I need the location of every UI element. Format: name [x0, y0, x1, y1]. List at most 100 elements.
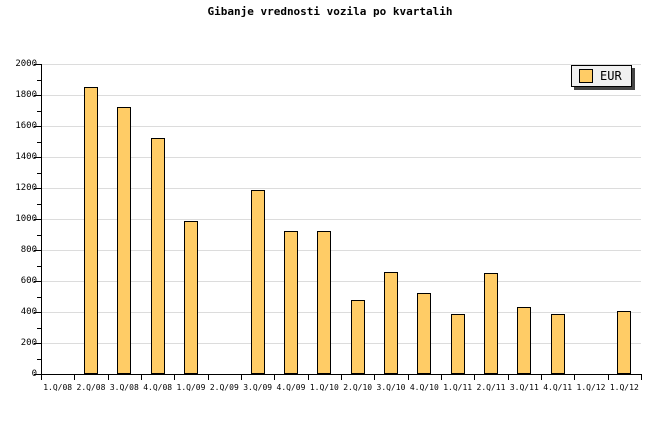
x-tick-label: 3.Q/09 — [243, 383, 273, 392]
x-tick-label: 3.Q/08 — [109, 383, 139, 392]
y-tick-label: 800 — [20, 245, 37, 255]
x-tick-label: 1.Q/12 — [576, 383, 606, 392]
bar — [250, 189, 265, 374]
x-tick-label: 1.Q/12 — [609, 383, 639, 392]
x-tick-label: 1.Q/09 — [176, 383, 206, 392]
bar — [84, 87, 98, 374]
y-tick — [34, 219, 41, 220]
x-tick — [307, 375, 309, 380]
x-tick — [274, 375, 276, 380]
bar — [417, 293, 432, 374]
x-tick-label: 2.Q/11 — [476, 383, 506, 392]
y-tick — [34, 281, 41, 282]
y-tick — [37, 327, 41, 329]
x-tick-label: 2.Q/08 — [76, 383, 106, 392]
y-tick — [37, 141, 41, 143]
y-tick — [37, 265, 41, 267]
x-tick — [207, 375, 209, 380]
x-tick-label: 2.Q/10 — [343, 383, 373, 392]
x-tick — [341, 375, 342, 380]
y-tick — [37, 296, 41, 298]
gridline — [42, 219, 641, 220]
x-tick-label: 1.Q/08 — [43, 383, 73, 392]
y-tick-label: 1800 — [15, 90, 37, 100]
x-tick-label: 4.Q/09 — [276, 383, 306, 392]
x-tick — [74, 375, 76, 380]
x-tick — [407, 375, 409, 380]
x-tick — [474, 375, 476, 380]
gridline — [42, 188, 641, 189]
y-tick — [34, 64, 41, 65]
x-tick-label: 4.Q/10 — [409, 383, 439, 392]
y-tick-label: 200 — [20, 338, 37, 348]
x-tick-label: 2.Q/09 — [209, 383, 239, 392]
gridline — [42, 157, 641, 158]
bar — [517, 307, 532, 374]
gridline — [42, 64, 641, 65]
gridline — [42, 281, 641, 282]
y-tick-label: 0 — [31, 369, 37, 379]
y-tick — [37, 234, 41, 236]
x-tick-label: 3.Q/10 — [376, 383, 406, 392]
y-tick — [34, 250, 41, 251]
bar — [317, 230, 332, 374]
y-tick — [37, 358, 41, 360]
y-tick-label: 400 — [20, 307, 37, 317]
x-tick — [241, 375, 242, 380]
x-tick — [541, 375, 542, 380]
x-axis-line — [41, 374, 642, 375]
legend-swatch-icon — [579, 69, 593, 83]
x-tick — [374, 375, 376, 380]
x-tick — [141, 375, 142, 380]
bar — [184, 220, 198, 374]
y-tick — [34, 126, 41, 127]
y-tick-label: 600 — [20, 276, 37, 286]
y-tick — [34, 343, 41, 344]
x-tick — [441, 375, 442, 380]
x-tick-label: 4.Q/11 — [543, 383, 573, 392]
x-tick — [107, 375, 109, 380]
y-tick — [34, 157, 41, 158]
legend-label: EUR — [600, 69, 622, 83]
x-tick-label: 1.Q/11 — [443, 383, 473, 392]
x-tick-label: 1.Q/10 — [309, 383, 339, 392]
gridline — [42, 95, 641, 96]
x-tick-label: 4.Q/08 — [143, 383, 173, 392]
gridline — [42, 250, 641, 251]
y-tick-label: 1600 — [15, 121, 37, 131]
y-tick — [37, 110, 41, 112]
gridline — [42, 312, 641, 313]
x-tick — [607, 375, 609, 380]
y-tick — [37, 203, 41, 205]
bar — [550, 314, 565, 374]
x-tick — [41, 375, 42, 380]
y-tick — [37, 172, 41, 174]
y-tick — [37, 79, 41, 81]
x-tick — [174, 375, 176, 380]
y-tick — [34, 95, 41, 96]
y-tick-label: 1200 — [15, 183, 37, 193]
y-tick-label: 1000 — [15, 214, 37, 224]
x-tick — [574, 375, 576, 380]
bar — [150, 138, 165, 374]
x-tick-label: 3.Q/11 — [509, 383, 539, 392]
bar — [384, 271, 398, 374]
x-tick — [641, 375, 642, 380]
chart-title: Gibanje vrednosti vozila po kvartalih — [207, 5, 453, 18]
bar — [450, 313, 465, 374]
y-tick — [34, 188, 41, 189]
y-tick-label: 1400 — [15, 152, 37, 162]
x-tick — [507, 375, 509, 380]
y-tick — [34, 374, 41, 375]
y-tick-label: 2000 — [15, 59, 37, 69]
legend: EUR — [571, 65, 632, 87]
bar — [350, 300, 365, 374]
y-axis-line — [41, 64, 42, 375]
gridline — [42, 343, 641, 344]
bar — [284, 230, 298, 374]
bar — [484, 273, 498, 374]
bar — [117, 106, 132, 374]
y-tick — [34, 312, 41, 313]
